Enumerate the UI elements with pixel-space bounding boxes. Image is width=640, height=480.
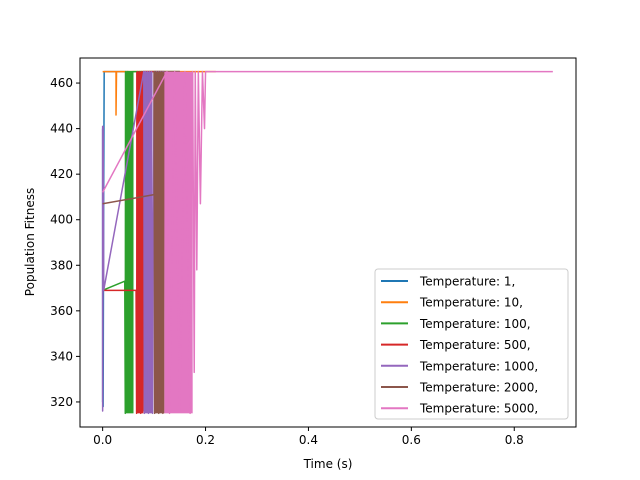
series-5 <box>101 70 165 415</box>
y-tick-label: 420 <box>50 167 73 181</box>
x-tick-label: 0.0 <box>93 433 112 447</box>
legend-label: Temperature: 1, <box>419 275 515 289</box>
legend-label: Temperature: 100, <box>419 317 531 331</box>
x-tick-label: 0.8 <box>505 433 524 447</box>
x-axis-ticks: 0.0 0.2 0.4 0.6 0.8 <box>93 427 524 447</box>
legend-item: Temperature: 100, <box>381 317 531 331</box>
x-axis-label: Time (s) <box>303 457 353 471</box>
y-tick-label: 320 <box>50 395 73 409</box>
series-5-line <box>101 70 165 415</box>
legend-item: Temperature: 2000, <box>381 381 538 395</box>
legend-item: Temperature: 1000, <box>381 359 538 373</box>
legend: Temperature: 1, Temperature: 10, Temperatu… <box>374 268 569 420</box>
series-3-line <box>102 70 180 415</box>
y-tick-label: 440 <box>50 122 73 136</box>
series-7 <box>101 70 553 415</box>
x-tick-label: 0.4 <box>299 433 318 447</box>
legend-item: Temperature: 10, <box>381 296 523 310</box>
legend-item: Temperature: 5000, <box>381 402 538 416</box>
series-6 <box>102 70 180 415</box>
axes-frame <box>79 57 577 428</box>
y-tick-label: 460 <box>50 76 73 90</box>
legend-label: Temperature: 500, <box>419 338 531 352</box>
y-tick-label: 400 <box>50 213 73 227</box>
legend-item: Temperature: 1, <box>381 275 515 289</box>
legend-label: Temperature: 10, <box>419 296 523 310</box>
series-layer <box>101 70 553 415</box>
legend-label: Temperature: 1000, <box>419 359 538 373</box>
y-tick-label: 360 <box>50 304 73 318</box>
legend-label: Temperature: 5000, <box>419 402 538 416</box>
legend-item: Temperature: 500, <box>381 338 531 352</box>
y-tick-label: 340 <box>50 349 73 363</box>
y-axis-ticks: 320 340 360 380 400 420 440 460 <box>50 76 80 409</box>
y-axis-label: Population Fitness <box>23 188 37 296</box>
legend-label: Temperature: 2000, <box>419 381 538 395</box>
y-tick-label: 380 <box>50 258 73 272</box>
series-3 <box>102 70 180 415</box>
series-7-line <box>101 70 553 415</box>
series-6-line <box>102 70 180 415</box>
x-tick-label: 0.6 <box>402 433 421 447</box>
x-tick-label: 0.2 <box>196 433 215 447</box>
